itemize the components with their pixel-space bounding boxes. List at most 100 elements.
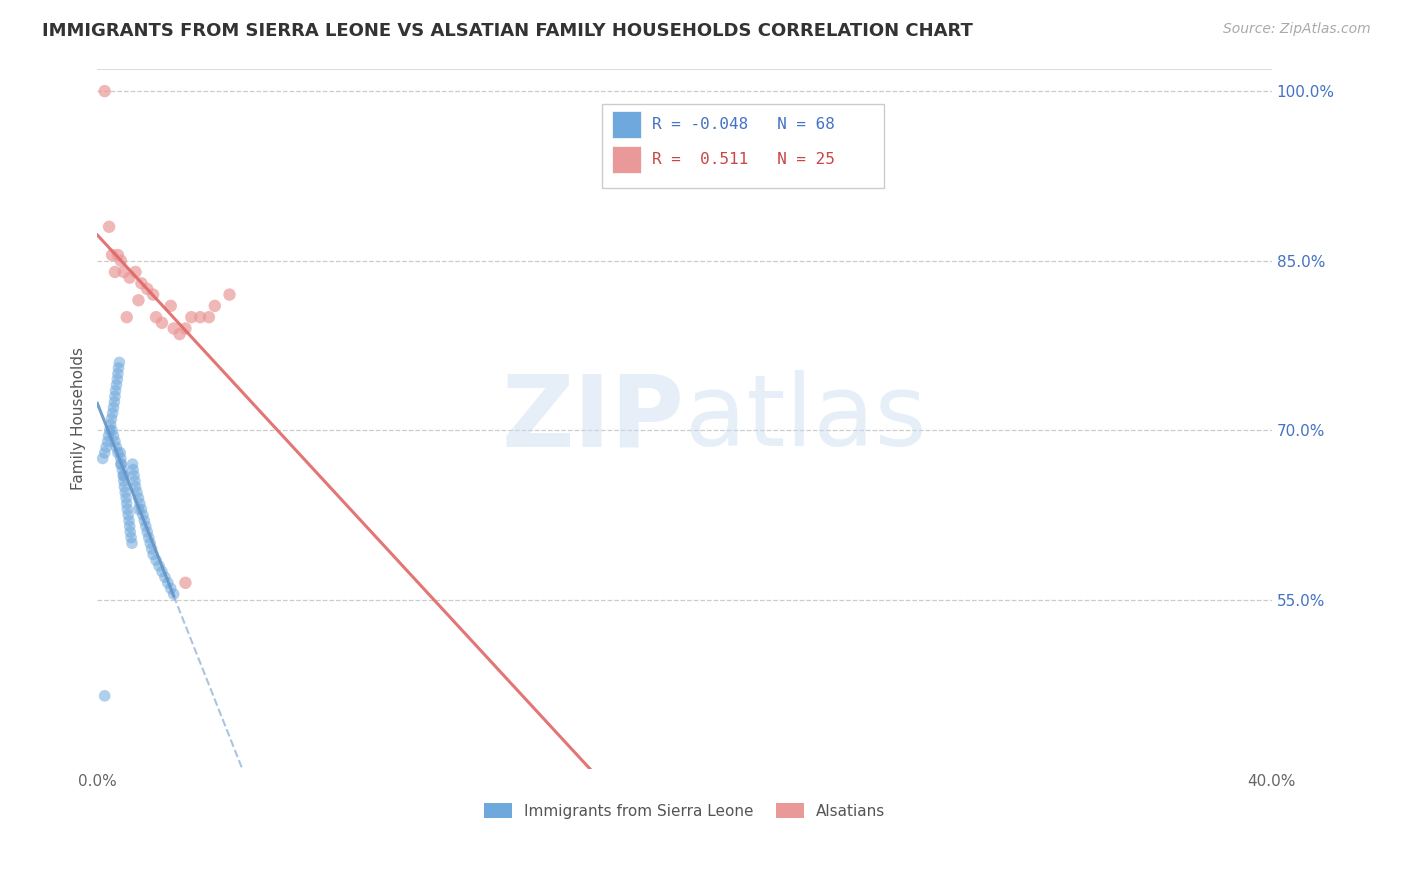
Point: [107, 248, 129, 262]
Point: [174, 575, 197, 590]
Point: [120, 531, 142, 545]
Point: [188, 310, 211, 325]
Point: [104, 265, 127, 279]
Point: [134, 514, 156, 528]
Point: [107, 367, 129, 381]
Point: [110, 446, 132, 460]
Point: [204, 299, 226, 313]
Point: [101, 423, 124, 437]
Point: [93, 689, 115, 703]
Point: [142, 287, 165, 301]
Legend: Immigrants from Sierra Leone, Alsatians: Immigrants from Sierra Leone, Alsatians: [478, 797, 891, 825]
Point: [101, 406, 124, 420]
Point: [150, 316, 173, 330]
Point: [120, 524, 142, 539]
Text: R = -0.048   N = 68: R = -0.048 N = 68: [652, 117, 835, 132]
Point: [131, 502, 153, 516]
Point: [97, 429, 120, 443]
Point: [136, 524, 159, 539]
Point: [110, 457, 132, 471]
Point: [125, 485, 148, 500]
Point: [139, 536, 162, 550]
Point: [105, 372, 128, 386]
Point: [153, 570, 176, 584]
Point: [103, 401, 125, 415]
Point: [121, 457, 143, 471]
Point: [105, 378, 128, 392]
Point: [104, 384, 127, 398]
Point: [169, 327, 191, 342]
Point: [218, 287, 240, 301]
Point: [112, 265, 135, 279]
Point: [174, 321, 197, 335]
Point: [159, 582, 181, 596]
Point: [105, 440, 128, 454]
Point: [108, 355, 131, 369]
Point: [118, 270, 141, 285]
Point: [115, 310, 138, 325]
Point: [110, 451, 132, 466]
Point: [150, 565, 173, 579]
Text: R =  0.511   N = 25: R = 0.511 N = 25: [652, 153, 835, 167]
FancyBboxPatch shape: [602, 103, 884, 187]
Point: [131, 277, 153, 291]
Text: Source: ZipAtlas.com: Source: ZipAtlas.com: [1223, 22, 1371, 37]
Point: [148, 558, 170, 573]
Point: [163, 587, 186, 601]
Point: [111, 463, 134, 477]
Point: [138, 531, 160, 545]
Point: [127, 502, 149, 516]
Point: [112, 474, 135, 488]
Point: [98, 219, 121, 234]
Point: [115, 491, 138, 505]
Point: [135, 519, 157, 533]
Point: [98, 423, 121, 437]
Point: [141, 541, 163, 556]
Point: [97, 434, 120, 449]
Point: [104, 434, 127, 449]
Text: atlas: atlas: [685, 370, 927, 467]
Point: [118, 514, 141, 528]
Point: [159, 299, 181, 313]
Point: [93, 84, 115, 98]
Point: [198, 310, 221, 325]
Point: [145, 310, 167, 325]
Point: [117, 502, 139, 516]
Point: [124, 474, 146, 488]
Point: [112, 480, 135, 494]
Point: [163, 321, 186, 335]
Y-axis label: Family Households: Family Households: [72, 347, 86, 491]
Point: [93, 446, 115, 460]
Point: [127, 293, 149, 308]
Point: [91, 451, 114, 466]
Point: [129, 497, 152, 511]
Point: [115, 497, 138, 511]
Point: [124, 265, 146, 279]
Point: [110, 457, 132, 471]
Point: [156, 575, 179, 590]
Point: [101, 248, 124, 262]
Bar: [612, 146, 641, 173]
Point: [100, 412, 122, 426]
Point: [122, 468, 145, 483]
Point: [112, 468, 135, 483]
Point: [107, 361, 129, 376]
Point: [103, 429, 125, 443]
Point: [96, 440, 118, 454]
Point: [180, 310, 202, 325]
Point: [103, 395, 125, 409]
Point: [100, 417, 122, 432]
Point: [145, 553, 167, 567]
Point: [122, 463, 145, 477]
Point: [118, 519, 141, 533]
Point: [127, 491, 149, 505]
Point: [136, 282, 159, 296]
Point: [132, 508, 155, 522]
Point: [117, 508, 139, 522]
Point: [112, 468, 135, 483]
Text: IMMIGRANTS FROM SIERRA LEONE VS ALSATIAN FAMILY HOUSEHOLDS CORRELATION CHART: IMMIGRANTS FROM SIERRA LEONE VS ALSATIAN…: [42, 22, 973, 40]
Text: ZIP: ZIP: [502, 370, 685, 467]
Point: [142, 548, 165, 562]
Point: [124, 480, 146, 494]
Bar: [612, 112, 641, 138]
